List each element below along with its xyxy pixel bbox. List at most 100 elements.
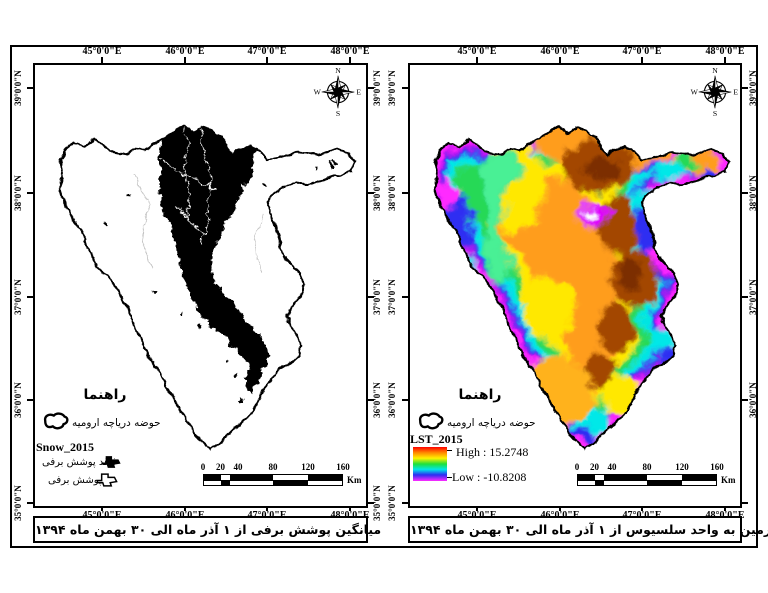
- north-arrow-icon: N E S W: [314, 66, 362, 118]
- ramp-tick: [447, 477, 452, 478]
- axis-label-lon: 48°0'0"E: [693, 510, 757, 521]
- lst-high-label: High : 15.2748: [456, 445, 529, 459]
- scale-num: 160: [336, 462, 350, 472]
- grid-tick: [368, 502, 374, 504]
- axis-label-lon: 45°0'0"E: [70, 510, 134, 521]
- grid-tick: [402, 502, 408, 504]
- compass-w: W: [691, 88, 699, 97]
- compass-n: N: [335, 66, 341, 75]
- axis-label-lat: 36°0'0"N: [748, 382, 758, 418]
- scale-num: 120: [675, 462, 689, 472]
- lst-map-frame: [408, 63, 742, 508]
- scale-num: 80: [268, 462, 278, 472]
- grid-tick: [742, 296, 748, 298]
- axis-label-lon: 45°0'0"E: [82, 46, 122, 57]
- lst-map: [433, 126, 731, 450]
- lst-color-ramp: [413, 447, 447, 481]
- axis-label-lat: 39°0'0"N: [748, 70, 758, 106]
- axis-label-lon: 47°0'0"E: [235, 510, 299, 521]
- grid-tick: [402, 87, 408, 89]
- scale-bar: 0 20 40 80 120 160 Km: [201, 462, 371, 490]
- compass-s: S: [713, 109, 717, 118]
- grid-tick: [368, 296, 374, 298]
- grid-tick: [349, 505, 351, 511]
- snow-label: پوشش برفی: [48, 475, 102, 486]
- axis-label-lat: 36°0'0"N: [387, 382, 397, 418]
- snow-layer-name: Snow_2015: [36, 440, 95, 454]
- grid-tick: [476, 505, 478, 511]
- scale-num: 120: [301, 462, 315, 472]
- basin-legend-icon: [418, 412, 444, 430]
- grid-tick: [101, 505, 103, 511]
- grid-tick: [266, 57, 268, 63]
- axis-label-lon: 48°0'0"E: [705, 46, 745, 57]
- grid-tick: [402, 192, 408, 194]
- scale-bar-graphic: [203, 474, 343, 486]
- axis-label-lat: 35°0'0"N: [387, 485, 397, 521]
- scale-num: 40: [607, 462, 617, 472]
- scale-num: 20: [590, 462, 599, 472]
- grid-tick: [724, 505, 726, 511]
- legend-title: راهنما: [83, 387, 127, 403]
- grid-tick: [742, 87, 748, 89]
- grid-tick: [27, 502, 33, 504]
- compass-e: E: [356, 88, 361, 97]
- grid-tick: [559, 57, 561, 63]
- axis-label-lon: 45°0'0"E: [457, 46, 497, 57]
- basin-legend-icon: [43, 412, 69, 430]
- grid-tick: [368, 192, 374, 194]
- legend-title: راهنما: [458, 387, 502, 403]
- axis-label-lat: 38°0'0"N: [748, 175, 758, 211]
- axis-label-lat: 39°0'0"N: [13, 70, 23, 106]
- no-snow-label: فاقد پوشش برفی: [42, 457, 117, 468]
- compass-w: W: [314, 88, 322, 97]
- axis-label-lat: 37°0'0"N: [13, 279, 23, 315]
- axis-label-lat: 35°0'0"N: [13, 485, 23, 521]
- compass-e: E: [733, 88, 738, 97]
- scale-num: 0: [574, 462, 580, 472]
- scale-num: 0: [200, 462, 206, 472]
- river-lines: [161, 126, 219, 244]
- scale-bar: 0 20 40 80 120 160 Km: [575, 462, 745, 490]
- axis-label-lat: 36°0'0"N: [13, 382, 23, 418]
- snow-map: [58, 125, 357, 451]
- lst-caption-box: میانگین دمای سطح زمین به واحد سلسیوس از …: [408, 516, 768, 543]
- axis-label-lon: 47°0'0"E: [247, 46, 287, 57]
- scale-num: 20: [216, 462, 225, 472]
- basin-legend-label: حوضه دریاچه ارومیه: [72, 417, 161, 429]
- basin-legend-label: حوضه دریاچه ارومیه: [447, 417, 536, 429]
- grid-tick: [724, 57, 726, 63]
- grid-tick: [368, 399, 374, 401]
- snow-map-frame: [33, 63, 368, 508]
- snow-raster: [103, 126, 340, 402]
- grid-tick: [184, 57, 186, 63]
- grid-tick: [368, 87, 374, 89]
- grid-tick: [742, 192, 748, 194]
- subbasin-lines: [133, 174, 263, 274]
- grid-tick: [349, 57, 351, 63]
- grid-tick: [476, 57, 478, 63]
- axis-label-lat: 38°0'0"N: [13, 175, 23, 211]
- axis-label-lat: 38°0'0"N: [387, 175, 397, 211]
- axis-label-lon: 48°0'0"E: [318, 510, 382, 521]
- grid-tick: [559, 505, 561, 511]
- snow-basin-group: [58, 125, 357, 451]
- lst-layer-name: LST_2015: [410, 432, 463, 446]
- compass-s: S: [336, 109, 340, 118]
- scale-unit: Km: [347, 475, 362, 485]
- grid-tick: [641, 57, 643, 63]
- grid-tick: [27, 192, 33, 194]
- north-arrow-icon: N E S W: [691, 66, 739, 118]
- axis-label-lon: 47°0'0"E: [622, 46, 662, 57]
- axis-label-lat: 37°0'0"N: [748, 279, 758, 315]
- scale-bar-graphic: [577, 474, 717, 486]
- axis-label-lat: 39°0'0"N: [387, 70, 397, 106]
- scale-unit: Km: [721, 475, 736, 485]
- grid-tick: [742, 502, 748, 504]
- snow-icon: [96, 473, 118, 487]
- grid-tick: [27, 399, 33, 401]
- axis-label-lat: 37°0'0"N: [387, 279, 397, 315]
- grid-tick: [402, 296, 408, 298]
- no-snow-icon: [101, 456, 121, 468]
